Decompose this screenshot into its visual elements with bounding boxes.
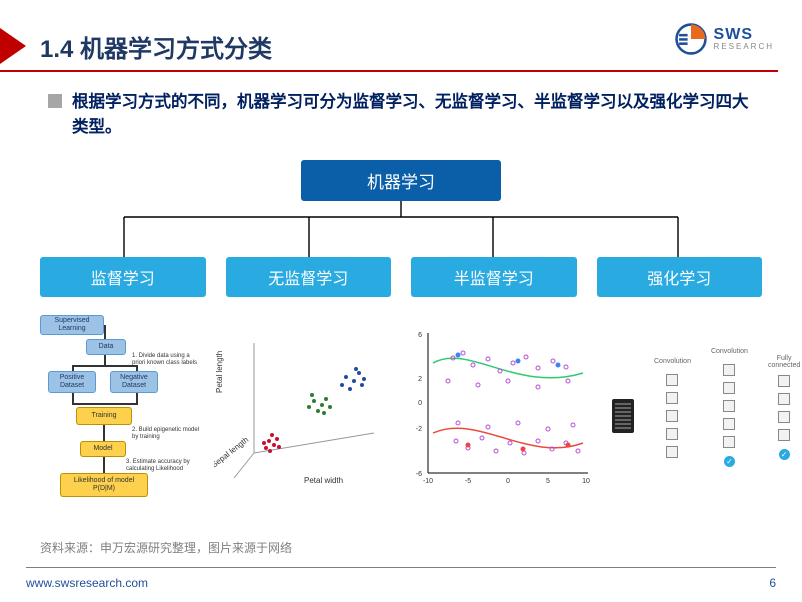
brand-logo-text: SWS RESEARCH [714,27,774,51]
tree-leaf: 监督学习 [40,257,206,297]
fc-node: Model [80,441,126,457]
fc-edge [104,325,106,339]
svg-text:10: 10 [582,478,590,485]
fc-node: Negative Dataset [110,371,158,393]
footer-url: www.swsresearch.com [26,576,148,590]
check-icon: ✓ [724,456,735,467]
tree-root: 机器学习 [301,160,501,201]
illustrations-row: Supervised Learning Data Positive Datase… [40,310,772,505]
fc-node: Likelihood of model P(D|M) [60,473,148,497]
fc-edge [72,365,74,371]
fc-edge [103,457,105,473]
nn-col-label: Fully connected [768,355,800,369]
svg-text:0: 0 [418,400,422,407]
illus-unsupervised-scatter3d: Petal width Sepal length Petal length [214,310,394,505]
title-bar: 1.4 机器学习方式分类 [0,28,272,64]
slide: 1.4 机器学习方式分类 SWS RESEARCH 根据学习方式的不同，机器学习… [0,0,802,602]
check-icon: ✓ [779,449,790,460]
intro-row: 根据学习方式的不同，机器学习可分为监督学习、无监督学习、半监督学习以及强化学习四… [48,90,762,140]
brand-logo-icon [674,22,708,56]
fc-edge-label: 1. Divide data using a priori known clas… [132,353,202,366]
svg-text:-5: -5 [465,478,471,485]
classification-tree: 机器学习 监督学习 无监督学习 半监督学习 强化学习 [40,160,762,297]
nn-col-label: Convolution [654,358,691,368]
intro-text: 根据学习方式的不同，机器学习可分为监督学习、无监督学习、半监督学习以及强化学习四… [72,90,762,140]
svg-text:-10: -10 [423,478,433,485]
tree-leaf: 半监督学习 [411,257,577,297]
svg-text:-6: -6 [416,471,422,478]
axis-label: Petal length [215,350,224,392]
fc-edge-label: 3. Estimate accuracy by calculating Like… [126,459,196,472]
fc-edge-label: 2. Build epigenetic model by training [132,427,202,440]
fc-edge [72,365,138,367]
footer-rule [26,567,776,568]
nn-layer: Fully connected ✓ [768,355,800,460]
svg-text:2: 2 [418,376,422,383]
cluster-points [262,367,366,453]
axis-label: Petal width [304,476,343,485]
tree-connectors-icon [41,201,761,257]
fc-node: Positive Dataset [48,371,96,393]
svg-text:0: 0 [506,478,510,485]
fc-edge [104,355,106,365]
page-number: 6 [769,576,776,590]
brand-logo: SWS RESEARCH [674,22,774,56]
decision-curve [433,358,583,378]
fc-node: Data [86,339,126,355]
fc-edge [72,403,138,405]
nn-layer: Convolution [654,358,691,458]
illus-reinforcement-nn: Convolution Convolution ✓ Fully connecte… [612,310,802,505]
labeled-b-points [466,442,571,451]
illus-supervised-flowchart: Supervised Learning Data Positive Datase… [40,310,200,505]
svg-text:6: 6 [418,332,422,339]
svg-text:5: 5 [546,478,550,485]
tree-leaf: 无监督学习 [226,257,392,297]
data-source: 资料来源：申万宏源研究整理，图片来源于网络 [40,539,292,556]
brand-name: SWS [714,27,774,43]
nn-input-block-icon [612,399,634,433]
brand-sub: RESEARCH [714,43,774,51]
nn-input [612,383,634,433]
red-chevron-icon [0,28,26,64]
page-title: 1.4 机器学习方式分类 [40,29,272,64]
fc-edge [103,425,105,441]
fc-node: Training [76,407,132,425]
nn-layer: Convolution ✓ [711,348,748,467]
nn-col-label: Convolution [711,348,748,358]
illus-semisupervised-scatter2d: -6 -2 0 2 6 -10 -5 0 5 10 [408,310,598,505]
header-rule [0,70,778,72]
square-bullet-icon [48,94,62,108]
tree-leaves: 监督学习 无监督学习 半监督学习 强化学习 [40,257,762,297]
fc-node: Supervised Learning [40,315,104,335]
svg-text:-2: -2 [416,426,422,433]
tree-leaf: 强化学习 [597,257,763,297]
decision-curve [433,428,583,448]
